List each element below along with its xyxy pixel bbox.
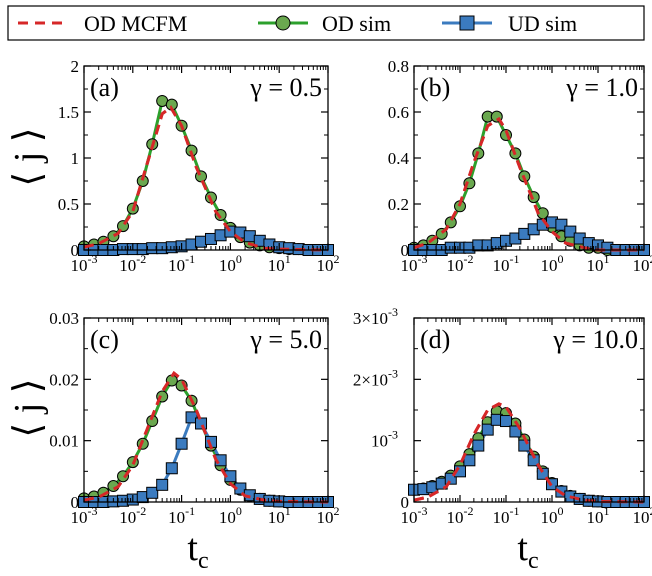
point-ud-sim: [166, 463, 177, 474]
x-tick-label: 102: [317, 252, 340, 275]
y-tick-label: 0.03: [49, 309, 79, 328]
panel-4: 10-310-210-1100101102010-32×10-33×10-3(d…: [353, 305, 652, 527]
point-ud-sim: [196, 236, 207, 247]
x-tick-label: 10-1: [168, 252, 195, 275]
point-ud-sim: [244, 231, 255, 242]
point-ud-sim: [176, 438, 187, 449]
x-tick-label: 102: [633, 504, 652, 527]
y-tick-label: 2: [71, 57, 80, 76]
y-tick-label: 0.6: [388, 103, 409, 122]
y-tick-label: 0: [71, 241, 80, 260]
point-ud-sim: [473, 440, 484, 451]
x-tick-label: 100: [541, 252, 564, 275]
x-tick-label: 101: [268, 504, 291, 527]
x-tick-label: 10-1: [493, 252, 520, 275]
x-tick-label: 102: [633, 252, 652, 275]
series-line-ud-sim: [84, 417, 328, 502]
x-tick-label: 101: [268, 252, 291, 275]
legend: OD MCFM OD sim UD sim: [8, 6, 644, 40]
y-tick-label: 0.01: [49, 432, 79, 451]
point-ud-sim: [519, 440, 530, 451]
svg-text:tc: tc: [187, 527, 208, 571]
point-ud-sim: [196, 418, 207, 429]
x-tick-label: 101: [587, 504, 610, 527]
panel-label: (a): [90, 73, 119, 102]
x-tick-label: 10-2: [119, 252, 146, 275]
y-tick-label: 0.5: [58, 195, 79, 214]
y-axis-label-top: ⟨ j ⟩: [7, 127, 49, 186]
legend-od-sim-marker: [276, 16, 290, 30]
y-tick-label: 3×10-3: [353, 305, 398, 328]
legend-od-sim-label: OD sim: [322, 11, 391, 36]
y-tick-label: 0: [401, 241, 410, 260]
panel-label: (b): [420, 73, 450, 102]
y-tick-label: 0.4: [388, 149, 410, 168]
legend-ud-sim-marker: [460, 16, 474, 30]
x-tick-label: 102: [317, 504, 340, 527]
x-tick-label: 101: [587, 252, 610, 275]
y-tick-label: 0.02: [49, 370, 79, 389]
y-tick-label: 2×10-3: [353, 366, 398, 389]
x-tick-label: 10-2: [447, 252, 474, 275]
y-tick-label: 0: [401, 493, 410, 512]
y-tick-label: 1.5: [58, 103, 79, 122]
y-tick-label: 1: [71, 149, 80, 168]
x-tick-label: 10-2: [119, 504, 146, 527]
point-ud-sim: [147, 487, 158, 498]
y-tick-label: 10-3: [371, 428, 398, 451]
gamma-annotation: γ = 0.5: [249, 73, 322, 102]
y-tick-label: 0.8: [388, 57, 409, 76]
x-tick-label: 100: [541, 504, 564, 527]
gamma-annotation: γ = 10.0: [552, 325, 638, 354]
panel-label: (d): [420, 325, 450, 354]
point-ud-sim: [501, 416, 512, 427]
legend-ud-sim-label: UD sim: [508, 11, 577, 36]
legend-od-mcfm-label: OD MCFM: [84, 11, 187, 36]
x-tick-label: 10-1: [168, 504, 195, 527]
x-axis-label-left: tc: [187, 527, 208, 571]
y-tick-label: 0: [71, 493, 80, 512]
point-ud-sim: [157, 479, 168, 490]
x-tick-label: 10-1: [493, 504, 520, 527]
x-tick-label: 100: [219, 252, 242, 275]
gamma-annotation: γ = 5.0: [249, 325, 322, 354]
y-tick-label: 0.2: [388, 195, 409, 214]
y-axis-label-bottom: ⟨ j ⟩: [7, 378, 49, 437]
panel-label: (c): [90, 325, 119, 354]
panels: 10-3 10-2 10-1 100 101 102 0 0.5 1 1.5 2 (a) γ = 0.5…: [49, 57, 652, 527]
svg-text:tc: tc: [517, 527, 538, 571]
x-axis-label-right: tc: [517, 527, 538, 571]
x-tick-label: 100: [219, 504, 242, 527]
gamma-annotation: γ = 1.0: [565, 73, 638, 102]
x-tick-label: 10-2: [447, 504, 474, 527]
